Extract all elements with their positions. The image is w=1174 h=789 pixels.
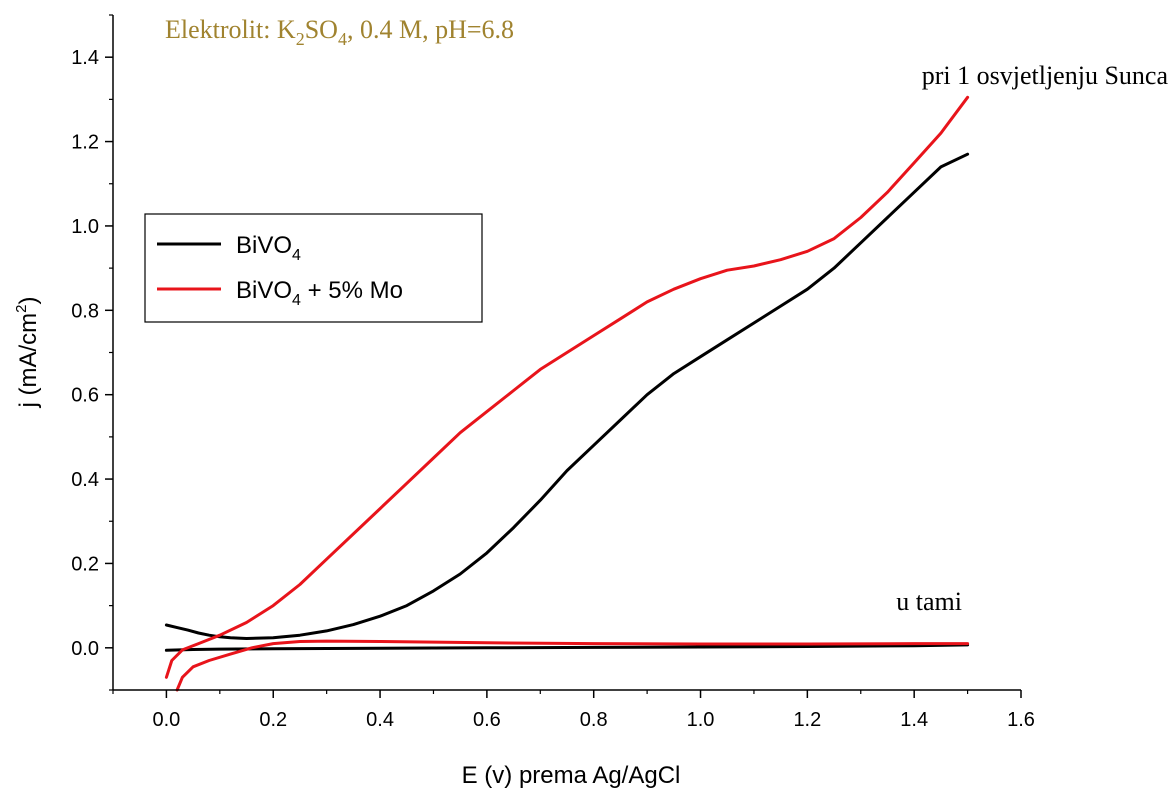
x-tick-label: 1.4 xyxy=(900,709,928,731)
dark-annotation: u tami xyxy=(896,587,962,616)
x-tick-label: 0.2 xyxy=(259,709,287,731)
x-tick-label: 0.6 xyxy=(473,709,501,731)
y-axis-title: j (mA/cm2) xyxy=(13,297,42,409)
legend: BiVO4 BiVO4 + 5% Mo xyxy=(144,213,483,323)
series-line-bivo4-light xyxy=(164,152,970,640)
y-tick-label: 0.6 xyxy=(71,385,99,407)
y-tick-label: 0.2 xyxy=(71,553,99,575)
legend-label-bivo4-mo: BiVO4 + 5% Mo xyxy=(236,277,403,309)
series-line-bivo4-mo-dark xyxy=(175,639,970,692)
light-annotation: pri 1 osvjetljenju Sunca xyxy=(922,61,1169,90)
y-tick-label: 0.0 xyxy=(71,638,99,660)
series-line-bivo4-mo-light xyxy=(164,95,970,679)
x-tick-label: 1.6 xyxy=(1007,709,1035,731)
y-tick-label: 1.0 xyxy=(71,216,99,238)
legend-label-bivo4: BiVO4 xyxy=(236,232,301,264)
x-tick-label: 0.8 xyxy=(580,709,608,731)
x-tick-label: 0.0 xyxy=(153,709,181,731)
y-tick-label: 1.4 xyxy=(71,47,99,69)
x-tick-label: 1.0 xyxy=(687,709,715,731)
y-tick-label: 1.2 xyxy=(71,132,99,154)
y-tick-label: 0.8 xyxy=(71,300,99,322)
y-tick-label: 0.4 xyxy=(71,469,99,491)
plot-lines xyxy=(164,95,970,692)
axes: 0.0 0.2 0.4 0.6 0.8 1.0 1.2 1.4 1.6 0.0 0.2 0.4 0.6 0… xyxy=(71,14,1035,731)
x-tick-label: 0.4 xyxy=(366,709,394,731)
x-tick-label: 1.2 xyxy=(793,709,821,731)
legend-box xyxy=(144,213,483,323)
x-axis-title: E (v) prema Ag/AgCl xyxy=(462,762,681,789)
electrolyte-annotation: Elektrolit: K2SO4, 0.4 M, pH=6.8 xyxy=(165,15,514,49)
series-line-bivo4-dark xyxy=(164,643,970,652)
